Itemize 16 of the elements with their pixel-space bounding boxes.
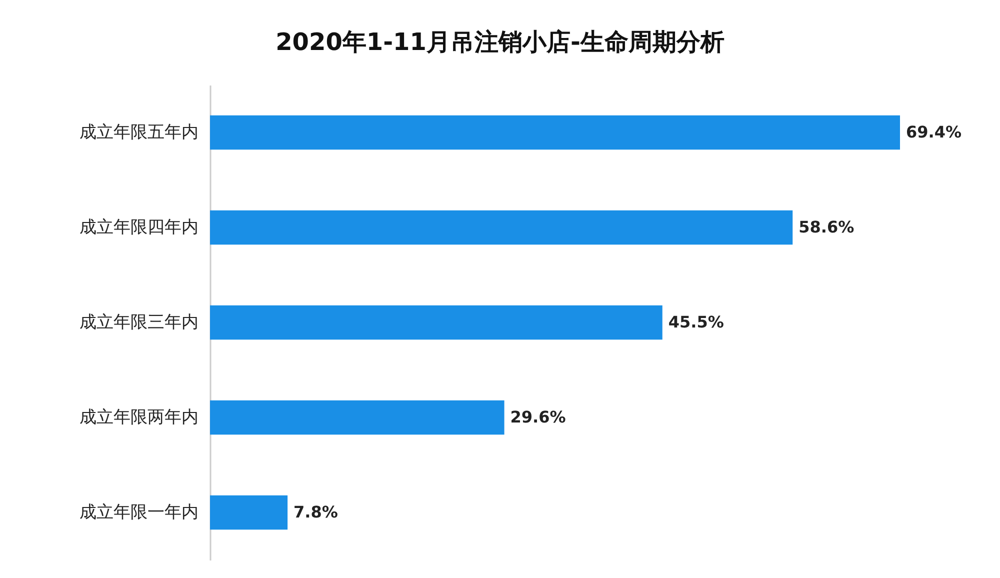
y-tick-label: 成立年限五年内 [80, 122, 198, 142]
data-label: 7.8% [294, 502, 338, 522]
chart-title: 2020年1-11月吊注销小店-生命周期分析 [276, 28, 724, 56]
bar [210, 495, 288, 530]
data-label: 58.6% [798, 218, 854, 236]
y-tick-label: 成立年限三年内 [80, 312, 198, 332]
bar [210, 210, 793, 245]
bar [210, 305, 662, 340]
y-tick-label: 成立年限四年内 [80, 218, 198, 238]
data-label: 45.5% [668, 312, 724, 332]
y-tick-label: 成立年限两年内 [80, 408, 198, 428]
data-label: 69.4% [906, 122, 962, 142]
bar [210, 400, 504, 435]
bar [210, 115, 900, 150]
y-tick-label: 成立年限一年内 [80, 502, 198, 522]
data-label: 29.6% [510, 408, 566, 426]
